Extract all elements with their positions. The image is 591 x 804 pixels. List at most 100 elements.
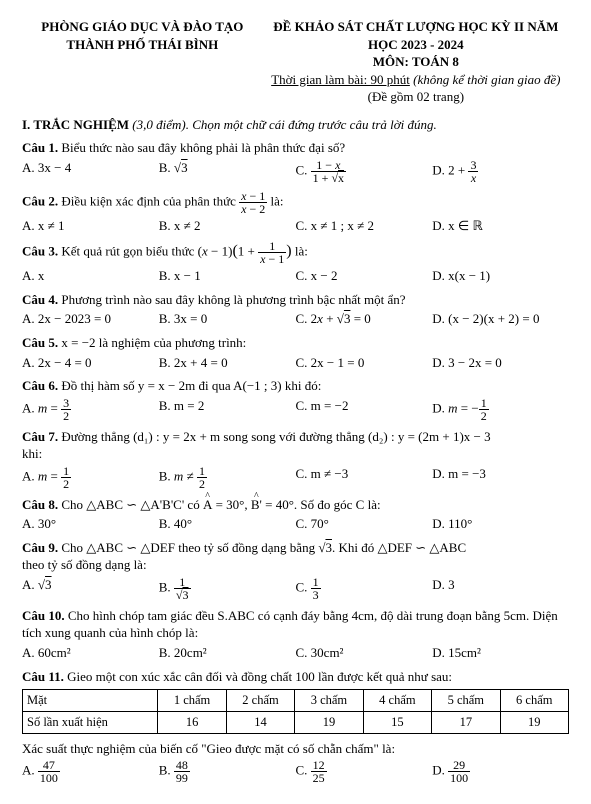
q4-label: Câu 4. [22, 292, 58, 307]
q10-D: D. 15cm² [432, 644, 569, 662]
q7-opts: A. m = 12 B. m ≠ 12 C. m ≠ −3 D. m = −3 [22, 465, 569, 490]
q8: Câu 8. Cho △ABC ∽ △A'B'C' có A = 30°, B'… [22, 496, 569, 514]
q1-B: B. 3 [159, 159, 296, 184]
q9-text2: . Khi đó △DEF ∽ △ABC [332, 540, 466, 555]
q4-D: D. (x − 2)(x + 2) = 0 [432, 310, 569, 328]
q8-mid: = 30°, [216, 497, 248, 512]
time-line: Thời gian làm bài: 90 phút (không kể thờ… [263, 71, 569, 89]
q2-text: Điều kiện xác định của phân thức [61, 193, 236, 208]
q3-text: Kết quả rút gọn biểu thức [61, 244, 194, 259]
q6-A: A. m = 32 [22, 397, 159, 422]
q10-text: Cho hình chóp tam giác đều S.ABC có cạnh… [22, 608, 558, 641]
q9-text1: Cho △ABC ∽ △DEF theo tỷ số đồng dạng bằn… [61, 540, 315, 555]
header: PHÒNG GIÁO DỤC VÀ ĐÀO TẠO THÀNH PHỐ THÁI… [22, 18, 569, 106]
q1-label: Câu 1. [22, 140, 58, 155]
pages: (Đề gồm 02 trang) [263, 88, 569, 106]
dept: PHÒNG GIÁO DỤC VÀ ĐÀO TẠO [22, 18, 263, 36]
q6-C: C. m = −2 [296, 397, 433, 422]
q7-A: A. m = 12 [22, 465, 159, 490]
q3-C: C. x − 2 [296, 267, 433, 285]
header-left: PHÒNG GIÁO DỤC VÀ ĐÀO TẠO THÀNH PHỐ THÁI… [22, 18, 263, 106]
q8-text: Cho △ABC ∽ △A'B'C' có [61, 497, 199, 512]
q6-text: Đồ thị hàm số y = x − 2m đi qua A(−1 ; 3… [61, 378, 321, 393]
q4-opts: A. 2x − 2023 = 0 B. 3x = 0 C. 2x + 3 = 0… [22, 310, 569, 328]
q10: Câu 10. Cho hình chóp tam giác đều S.ABC… [22, 607, 569, 642]
q3-tail: là: [295, 244, 308, 259]
q6-D: D. m = −12 [432, 397, 569, 422]
section-1-title: I. TRẮC NGHIỆM [22, 117, 129, 132]
q5-A: A. 2x − 4 = 0 [22, 354, 159, 372]
q10-opts: A. 60cm² B. 20cm² C. 30cm² D. 15cm² [22, 644, 569, 662]
q7-B: B. m ≠ 12 [159, 465, 296, 490]
q10-A: A. 60cm² [22, 644, 159, 662]
q8-opts: A. 30° B. 40° C. 70° D. 110° [22, 515, 569, 533]
subject: MÔN: TOÁN 8 [263, 53, 569, 71]
q9-text3: theo tỷ số đồng dạng là: [22, 556, 569, 574]
q9-C: C. 13 [296, 576, 433, 601]
q1: Câu 1. Biểu thức nào sau đây không phải … [22, 139, 569, 157]
q2-label: Câu 2. [22, 193, 58, 208]
time-note: (không kể thời gian giao đề) [413, 72, 560, 87]
time: Thời gian làm bài: 90 phút [271, 72, 410, 87]
q10-C: C. 30cm² [296, 644, 433, 662]
q4-C: C. 2x + 3 = 0 [296, 310, 433, 328]
q7-label: Câu 7. [22, 429, 58, 444]
q2-frac: x − 1x − 2 [239, 190, 267, 215]
q2-A: A. x ≠ 1 [22, 217, 159, 235]
q1-C: C. 1 − x1 + √x [296, 159, 433, 184]
exam-title: ĐỀ KHẢO SÁT CHẤT LƯỢNG HỌC KỲ II NĂM HỌC… [263, 18, 569, 53]
q1-D: D. 2 + 3x [432, 159, 569, 184]
q1-opts: A. 3x − 4 B. 3 C. 1 − x1 + √x D. 2 + 3x [22, 159, 569, 184]
q8-label: Câu 8. [22, 497, 58, 512]
q7: Câu 7. Đường thẳng (d₁) : y = 2x + m son… [22, 428, 569, 446]
table-row: Số lần xuất hiện 16 14 19 15 17 19 [23, 712, 569, 734]
q7-tail: khi: [22, 445, 569, 463]
q5-B: B. 2x + 4 = 0 [159, 354, 296, 372]
q6-label: Câu 6. [22, 378, 58, 393]
q8-mid2: = 40°. Số đo góc C là: [265, 497, 380, 512]
q11-opts: A. 47100 B. 4899 C. 1225 D. 29100 [22, 759, 569, 784]
q3-A: A. x [22, 267, 159, 285]
q2: Câu 2. Điều kiện xác định của phân thức … [22, 190, 569, 215]
q11-label: Câu 11. [22, 669, 64, 684]
city: THÀNH PHỐ THÁI BÌNH [22, 36, 263, 54]
q5-C: C. 2x − 1 = 0 [296, 354, 433, 372]
q11-text: Gieo một con xúc xắc cân đối và đồng chấ… [67, 669, 452, 684]
q8-D: D. 110° [432, 515, 569, 533]
q9-D: D. 3 [432, 576, 569, 601]
q10-B: B. 20cm² [159, 644, 296, 662]
q9-A: A. 3 [22, 576, 159, 601]
q2-tail: là: [271, 193, 284, 208]
section-1: I. TRẮC NGHIỆM (3,0 điểm). Chọn một chữ … [22, 116, 569, 134]
q4-A: A. 2x − 2023 = 0 [22, 310, 159, 328]
q2-B: B. x ≠ 2 [159, 217, 296, 235]
q9-opts: A. 3 B. 1√3 C. 13 D. 3 [22, 576, 569, 601]
q7-text: Đường thẳng (d₁) : y = 2x + m song song … [61, 429, 490, 444]
q2-D: D. x ∈ ℝ [432, 217, 569, 235]
q11-A: A. 47100 [22, 759, 159, 784]
q3-opts: A. x B. x − 1 C. x − 2 D. x(x − 1) [22, 267, 569, 285]
q8-B: B. 40° [159, 515, 296, 533]
q8-A: A. 30° [22, 515, 159, 533]
q6: Câu 6. Đồ thị hàm số y = x − 2m đi qua A… [22, 377, 569, 395]
q11-C: C. 1225 [296, 759, 433, 784]
q10-label: Câu 10. [22, 608, 65, 623]
q3-B: B. x − 1 [159, 267, 296, 285]
q11-table: Mặt 1 chấm 2 chấm 3 chấm 4 chấm 5 chấm 6… [22, 689, 569, 734]
q4: Câu 4. Phương trình nào sau đây không là… [22, 291, 569, 309]
q9-label: Câu 9. [22, 540, 58, 555]
q11-D: D. 29100 [432, 759, 569, 784]
q5-label: Câu 5. [22, 335, 58, 350]
q1-A: A. 3x − 4 [22, 159, 159, 184]
q11-tail: Xác suất thực nghiệm của biến cố "Gieo đ… [22, 740, 569, 758]
q3-label: Câu 3. [22, 244, 58, 259]
q9: Câu 9. Cho △ABC ∽ △DEF theo tỷ số đồng d… [22, 539, 569, 557]
q2-opts: A. x ≠ 1 B. x ≠ 2 C. x ≠ 1 ; x ≠ 2 D. x … [22, 217, 569, 235]
q7-C: C. m ≠ −3 [296, 465, 433, 490]
q4-B: B. 3x = 0 [159, 310, 296, 328]
q3-D: D. x(x − 1) [432, 267, 569, 285]
q5-opts: A. 2x − 4 = 0 B. 2x + 4 = 0 C. 2x − 1 = … [22, 354, 569, 372]
q7-D: D. m = −3 [432, 465, 569, 490]
q6-B: B. m = 2 [159, 397, 296, 422]
q11: Câu 11. Gieo một con xúc xắc cân đối và … [22, 668, 569, 686]
